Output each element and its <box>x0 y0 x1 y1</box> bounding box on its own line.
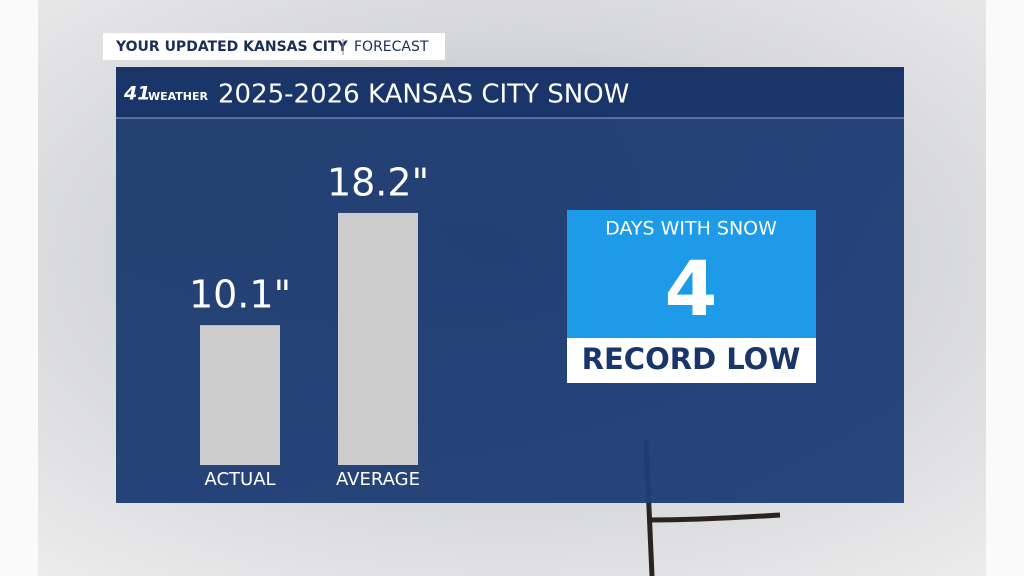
bar <box>200 325 280 465</box>
letterbox <box>0 0 38 576</box>
stat-value: 4 <box>665 244 718 333</box>
note-box <box>567 338 816 383</box>
header-section: FORECAST <box>354 39 429 55</box>
stat-note: RECORD LOW <box>582 342 801 376</box>
value-label: 18.2" <box>327 160 429 204</box>
letterbox <box>986 0 1024 576</box>
logo-text: WEATHER <box>148 90 209 103</box>
stat-box <box>567 210 816 338</box>
category-label: ACTUAL <box>204 469 275 490</box>
logo-number: 41 <box>123 83 150 105</box>
chart-title: 2025-2026 KANSAS CITY SNOW <box>218 80 629 110</box>
header-box <box>103 33 445 60</box>
category-label: AVERAGE <box>336 469 420 490</box>
header-title: YOUR UPDATED KANSAS CITY <box>115 39 348 55</box>
bar <box>338 212 418 465</box>
value-label: 10.1" <box>189 273 291 317</box>
stat-label: DAYS WITH SNOW <box>605 218 777 240</box>
title-bar <box>116 67 904 118</box>
